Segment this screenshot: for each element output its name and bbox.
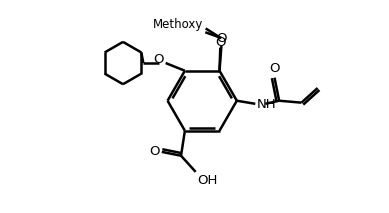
Text: O: O bbox=[269, 62, 280, 75]
Text: O: O bbox=[149, 145, 159, 158]
Text: OH: OH bbox=[197, 174, 217, 187]
Text: O: O bbox=[216, 32, 227, 45]
Text: O: O bbox=[153, 53, 164, 66]
Text: Methoxy: Methoxy bbox=[153, 18, 204, 31]
Text: NH: NH bbox=[257, 98, 277, 111]
Text: O: O bbox=[215, 36, 226, 49]
